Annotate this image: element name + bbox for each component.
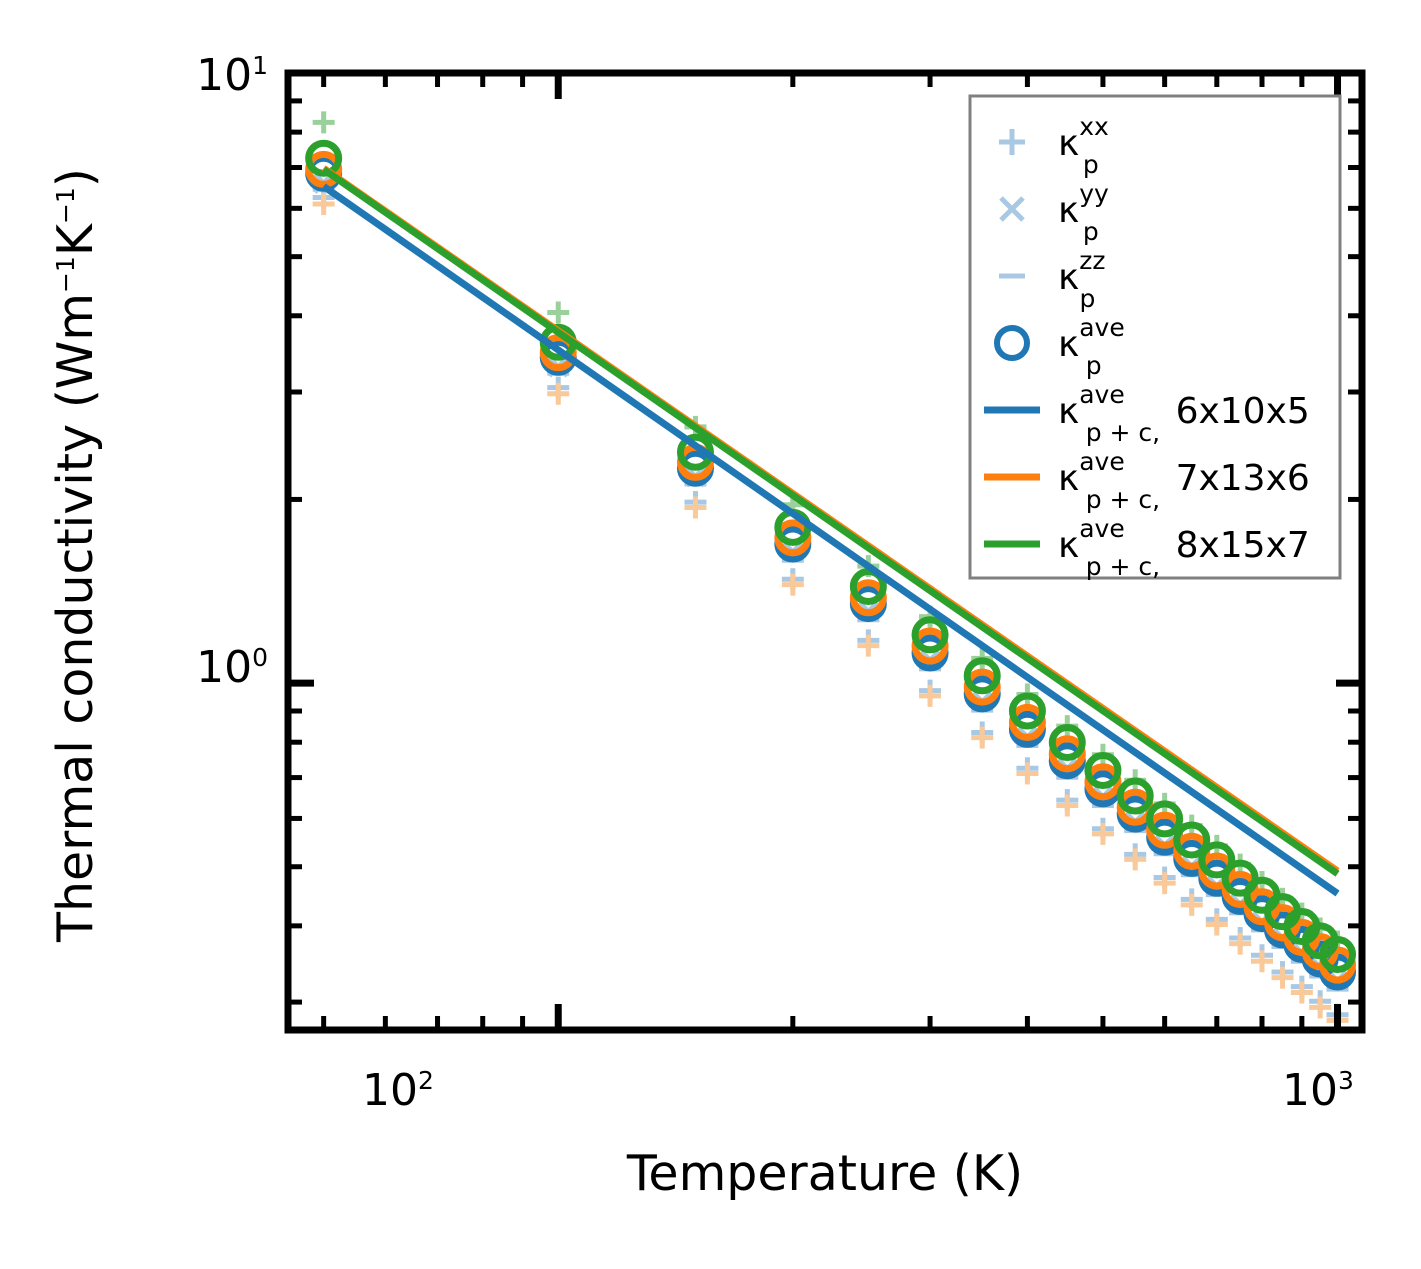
marker-circle (1198, 852, 1236, 890)
legend-label-3: κave p (1058, 313, 1125, 380)
x-axis-label: Temperature (K) (626, 1145, 1023, 1202)
svg-text:102: 102 (362, 1065, 434, 1116)
axes-frame (284, 69, 1366, 1034)
legend-entry-5[interactable]: κave p + c, 7x13x6 (984, 447, 1310, 514)
marker-circle (911, 627, 949, 665)
legend-label-4: κave p + c, 6x10x5 (1058, 380, 1310, 447)
legend-entry-2[interactable]: κzz p (999, 246, 1105, 313)
series-kappa-p-ave-8x15x7 (305, 139, 1357, 974)
x-tick-label-10e3: 103 (1282, 1065, 1354, 1116)
marker-circle (1173, 821, 1211, 859)
legend-entry-6[interactable]: κave p + c, 8x15x7 (984, 514, 1310, 581)
marker-circle (1084, 763, 1122, 801)
marker-circle (305, 150, 343, 188)
legend-label-5: κave p + c, 7x13x6 (1058, 447, 1310, 514)
marker-circle (1221, 870, 1259, 908)
svg-text:101: 101 (196, 50, 268, 101)
data-series-layer (305, 111, 1357, 1032)
y-tick-label-10e1: 101 (196, 50, 268, 101)
series-kappa-p-xx-7x13x6 (312, 192, 1349, 1032)
svg-text:Temperature (K): Temperature (K) (626, 1145, 1023, 1202)
legend-label-0: κxx p (1058, 112, 1109, 179)
x-tick-label-10e2: 102 (362, 1065, 434, 1116)
y-tick-label-10e0: 100 (196, 642, 268, 693)
marker-circle (963, 657, 1001, 695)
legend-entry-0[interactable]: κxx p (999, 112, 1109, 179)
marker-circle (849, 567, 887, 605)
svg-text:Thermal conductivity (Wm−1K−1): Thermal conductivity (Wm−1K−1) (47, 168, 104, 943)
legend-entry-4[interactable]: κave p + c, 6x10x5 (984, 380, 1310, 447)
marker-circle (1198, 841, 1236, 879)
line-kappa-p-c-ave-8x15x7 (321, 166, 1340, 877)
legend-label-6: κave p + c, 8x15x7 (1058, 514, 1310, 581)
marker-circle (911, 616, 949, 654)
marker-circle (1116, 788, 1154, 826)
marker-circle (1146, 800, 1184, 838)
legend-entry-3[interactable]: κave p (994, 313, 1125, 380)
marker-circle (1048, 724, 1086, 762)
marker-circle (1008, 703, 1046, 741)
legend-label-2: κzz p (1058, 246, 1105, 313)
marker-circle (1084, 751, 1122, 789)
marker-circle (1048, 735, 1086, 773)
y-axis-label: Thermal conductivity (Wm−1K−1) (47, 168, 104, 943)
line-kappa-p-c-ave-6x10x5 (321, 183, 1340, 897)
svg-text:103: 103 (1282, 1065, 1354, 1116)
marker-circle (994, 325, 1030, 361)
marker-cross (999, 196, 1025, 222)
marker-circle (1116, 777, 1154, 815)
marker-circle (1319, 936, 1357, 974)
marker-circle (963, 668, 1001, 706)
marker-circle (1008, 692, 1046, 730)
legend-entry-1[interactable]: κyy p (999, 179, 1109, 246)
svg-text:100: 100 (196, 642, 268, 693)
legend-box (968, 94, 1342, 580)
marker-circle (849, 579, 887, 617)
legend-label-1: κyy p (1058, 179, 1109, 246)
